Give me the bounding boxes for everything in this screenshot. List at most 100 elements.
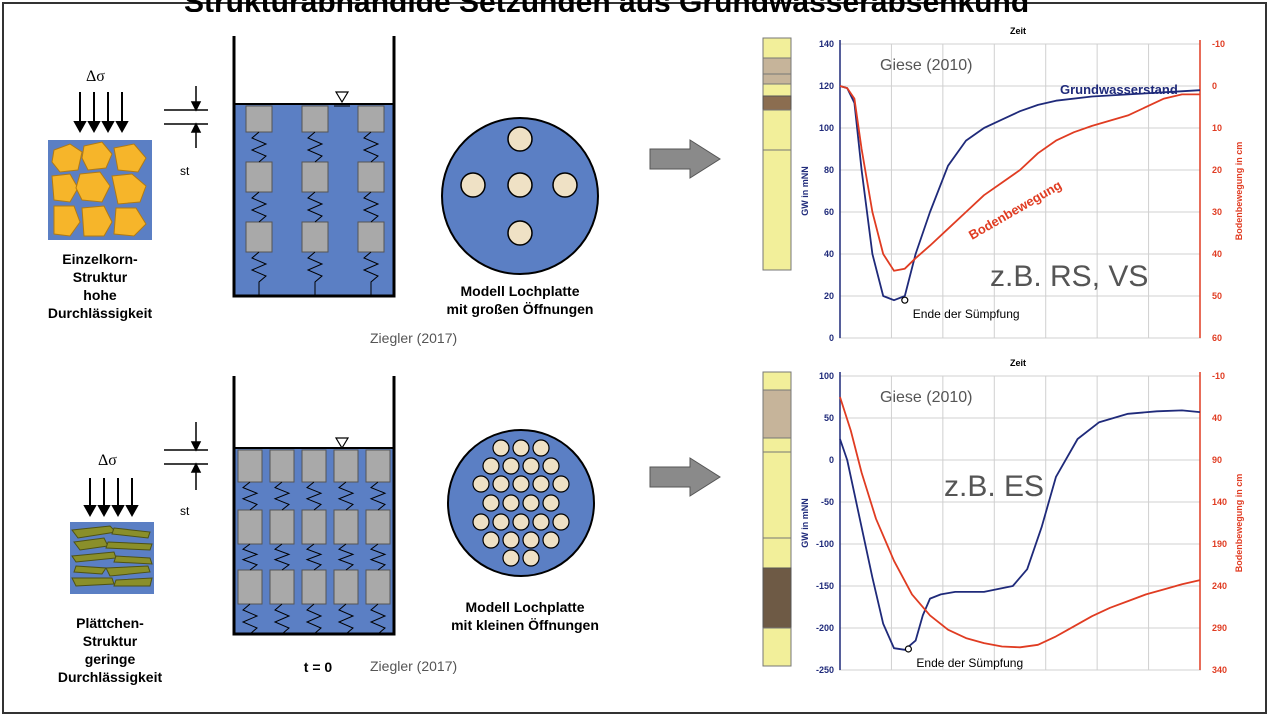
y2-tick-label: 20 [1212,165,1222,175]
annotation-label: z.B. RS, VS [990,260,1148,293]
y-tick-label: 100 [819,371,834,381]
spring [305,603,323,635]
arrow-right-icon-1 [649,139,721,179]
hole [532,513,550,531]
y-tick-label: 140 [819,39,834,49]
chart-bottom: 100 50 0 -50 -100 -150 -200 -250 -10 40 90 140 190 24… [800,358,1244,675]
y2-tick-label: -10 [1212,371,1225,381]
hole [542,457,560,475]
spring [273,481,291,511]
series-line-1 [839,396,1201,649]
settlement-indicator-2 [164,422,208,490]
y2-tick-label: 50 [1212,291,1222,301]
delta-sigma-label-1: Δσ [86,68,105,85]
end-marker [901,296,909,304]
y-tick-label: 120 [819,81,834,91]
chart-top: 140 120 100 80 60 40 20 0 -10 0 10 20 30 40 50 60 Zeit GW… [800,26,1244,343]
hole [492,439,510,457]
x-axis-title: Zeit [1010,26,1026,36]
platelet-structure-icon-2 [70,522,154,594]
plot-area [839,375,1201,671]
spring [241,481,259,511]
hole [502,494,520,512]
hole [492,513,510,531]
structure-label-2: Plättchen- Struktur geringe Durchlässigk… [57,615,163,685]
y-tick-label: 60 [824,207,834,217]
y2-axis-title: Bodenbewegung in cm [1234,474,1244,573]
y-tick-label: 40 [824,249,834,259]
hole [482,531,500,549]
credit-ziegler-1: Ziegler (2017) [370,330,458,346]
hole [552,475,570,493]
y2-tick-label: -10 [1212,39,1225,49]
perforated-plate-large-holes [441,117,599,275]
structure-label-1: Einzelkorn- Struktur hohe Durchlässigkei… [47,251,153,321]
model-container-1 [232,36,396,298]
y-tick-label: 100 [819,123,834,133]
y2-tick-label: 30 [1212,207,1222,217]
perforated-plate-small-holes [447,429,595,577]
plate-label-2: Modell Lochplatte mit kleinen Öffnungen [451,599,599,633]
hole [532,475,550,493]
y-tick-label: 80 [824,165,834,175]
soil-profile-2 [762,371,792,667]
hole [542,494,560,512]
y2-tick-label: 40 [1212,413,1222,423]
credit-ziegler-2: Ziegler (2017) [370,658,458,674]
spring [305,481,323,511]
y-tick-label: 0 [829,333,834,343]
hole [552,513,570,531]
load-arrows-1 [73,92,129,134]
source-label: Giese (2010) [880,389,973,406]
y2-tick-label: 10 [1212,123,1222,133]
hole [482,494,500,512]
y-tick-label: 0 [829,455,834,465]
hole [532,439,550,457]
y2-tick-label: 60 [1212,333,1222,343]
spring [337,481,355,511]
series-label-groundwater: Grundwasserstand [1060,82,1178,97]
hole [522,494,540,512]
hole [472,475,490,493]
x-axis-title: Zeit [1010,358,1026,368]
series-line-0 [839,409,1201,651]
load-arrows-2 [83,478,139,518]
spring [369,481,387,511]
end-marker [904,645,912,653]
hole [502,531,520,549]
y2-tick-label: 240 [1212,581,1227,591]
y-tick-label: -250 [816,665,834,675]
y2-tick-label: 140 [1212,497,1227,507]
model-container-2 [232,376,396,636]
y2-tick-label: 190 [1212,539,1227,549]
y-axis-title: GW in mNN [800,166,810,216]
hole [482,457,500,475]
hole [492,475,510,493]
spring [241,603,259,635]
delta-sigma-label-2: Δσ [98,452,117,469]
figure-title: Strukturabhängige Setzungen aus Grundwas… [184,0,1184,12]
hole [522,531,540,549]
source-label: Giese (2010) [880,57,973,74]
hole [542,531,560,549]
hole [512,513,530,531]
spring [273,603,291,635]
y-tick-label: 50 [824,413,834,423]
series-line-0 [839,85,1201,302]
hole [522,457,540,475]
y2-tick-label: 290 [1212,623,1227,633]
spring [369,543,387,571]
hole [472,513,490,531]
hole [522,549,540,567]
grain-structure-icon-1 [48,140,152,240]
settlement-label-1: st [180,164,190,178]
y-tick-label: 20 [824,291,834,301]
hole [512,439,530,457]
marker-label: Ende der Sümpfung [913,307,1020,321]
spring [241,543,259,571]
hole [502,549,520,567]
y-tick-label: -100 [816,539,834,549]
y-tick-label: -200 [816,623,834,633]
settlement-indicator-1 [164,86,208,148]
